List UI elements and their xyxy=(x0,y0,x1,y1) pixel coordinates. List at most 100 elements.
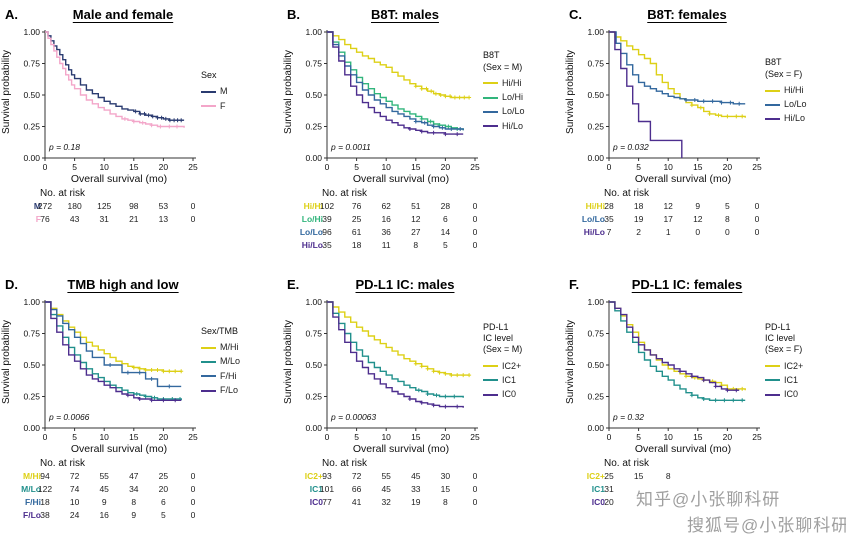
km-curve-lo-lo xyxy=(327,31,464,131)
risk-table-section: No. at risk M 272 180 125 98 53 0 F 76 43 31 21 13 0 xyxy=(0,188,282,234)
x-tick-label: 0 xyxy=(43,162,48,172)
y-tick-label: 0.25 xyxy=(305,392,322,402)
km-curve-ic2+ xyxy=(327,301,470,376)
risk-value: 55 xyxy=(99,471,109,481)
y-axis-label-text: Survival probability xyxy=(283,50,294,134)
censor-mark xyxy=(431,124,436,129)
censor-mark xyxy=(455,132,460,137)
legend-label: Hi/Hi xyxy=(502,77,522,88)
x-tick-label: 5 xyxy=(72,432,77,442)
legend-line-swatch xyxy=(765,118,780,120)
censor-mark xyxy=(684,374,688,379)
censor-mark xyxy=(179,369,184,374)
censor-mark xyxy=(698,105,703,110)
risk-table-title: No. at risk xyxy=(322,458,368,469)
censor-mark xyxy=(449,373,454,378)
censor-mark xyxy=(424,86,429,91)
p-value: p = 0.32 xyxy=(612,412,644,422)
y-tick-label: 0.75 xyxy=(305,59,322,69)
risk-value: 8 xyxy=(131,497,136,507)
risk-value: 12 xyxy=(663,201,673,211)
legend-item: Hi/Hi xyxy=(765,85,843,96)
panel-title: PD-L1 IC: males xyxy=(355,277,455,292)
x-axis-label: Overall survival (mo) xyxy=(635,173,731,185)
x-axis-label: Overall survival (mo) xyxy=(71,173,167,185)
censor-mark xyxy=(143,368,148,372)
risk-row-label: IC0 xyxy=(592,497,606,507)
panel-c: C. B8T: females Survival probability 0.00 0.… xyxy=(564,0,846,270)
censor-mark xyxy=(710,99,715,104)
censor-mark xyxy=(725,114,730,119)
y-tick-label: 0.00 xyxy=(23,153,40,163)
y-tick-label: 0.50 xyxy=(587,90,604,100)
risk-value: 41 xyxy=(352,497,362,507)
panel-header: E. PD-L1 IC: males xyxy=(282,277,564,298)
risk-value: 66 xyxy=(352,484,362,494)
risk-value: 27 xyxy=(411,227,421,237)
legend-title-line: (Sex = F) xyxy=(765,68,803,79)
legend-item: Lo/Hi xyxy=(483,92,561,103)
risk-value: 77 xyxy=(322,497,332,507)
risk-value: 9 xyxy=(102,497,107,507)
risk-value: 17 xyxy=(663,214,673,224)
risk-value: 39 xyxy=(322,214,332,224)
x-tick-label: 5 xyxy=(354,432,359,442)
risk-value: 25 xyxy=(159,471,169,481)
plot-row: Survival probability 0.00 0.25 0.50 0.75 1.00… xyxy=(0,298,282,456)
censor-mark xyxy=(142,111,147,116)
risk-value: 16 xyxy=(99,510,109,520)
risk-table-rows: M 272 180 125 98 53 0 F 76 43 31 21 13 0 xyxy=(13,199,282,234)
censor-mark xyxy=(452,394,457,399)
censor-mark xyxy=(734,388,739,393)
km-curve-m-lo xyxy=(45,301,182,401)
legend-item: M xyxy=(201,86,279,97)
legend: PD-L1 IC level (Sex = F) IC2+ IC1 IC0 xyxy=(763,298,843,456)
risk-value: 24 xyxy=(70,510,80,520)
risk-value: 25 xyxy=(352,214,362,224)
legend-title-line: (Sex = M) xyxy=(483,61,523,72)
y-tick-label: 1.00 xyxy=(23,28,40,37)
censor-mark xyxy=(138,111,143,116)
x-tick-label: 0 xyxy=(607,432,612,442)
risk-value: 35 xyxy=(604,214,614,224)
panel-a: A. Male and female Survival probability 0.0… xyxy=(0,0,282,270)
legend-label: IC0 xyxy=(784,389,799,399)
x-tick-label: 25 xyxy=(188,432,198,442)
legend-title-line: Sex xyxy=(201,70,217,81)
censor-mark xyxy=(734,114,739,119)
y-tick-label: 0.50 xyxy=(587,360,604,370)
x-tick-label: 20 xyxy=(723,432,733,442)
censor-mark xyxy=(158,124,163,129)
y-tick-label: 0.25 xyxy=(587,122,604,132)
y-tick-label: 0.75 xyxy=(23,59,40,69)
risk-value: 0 xyxy=(695,227,700,237)
p-value: p = 0.0011 xyxy=(330,142,371,152)
censor-mark xyxy=(713,398,718,403)
risk-value: 272 xyxy=(38,201,52,211)
legend-title-line: IC level xyxy=(765,333,796,343)
x-tick-label: 10 xyxy=(381,432,391,442)
censor-mark xyxy=(467,373,472,378)
x-axis-label: Overall survival (mo) xyxy=(353,173,449,185)
censor-mark xyxy=(425,392,430,396)
risk-value: 0 xyxy=(755,201,760,211)
censor-mark xyxy=(443,371,448,376)
legend-item: M/Lo xyxy=(201,356,279,367)
y-tick-label: 0.75 xyxy=(305,329,322,339)
plot-row: Survival probability 0.00 0.25 0.50 0.75 1.00… xyxy=(282,298,564,456)
x-tick-label: 15 xyxy=(693,432,703,442)
panel-letter: D. xyxy=(5,277,18,292)
risk-row-label: M/Hi xyxy=(23,471,41,481)
legend-item: M/Hi xyxy=(201,342,279,353)
risk-value: 8 xyxy=(725,214,730,224)
risk-table-rows: Hi/Hi 102 76 62 51 28 0 Lo/Hi 39 25 16 12 6 0 Lo/Lo 96 6… xyxy=(295,199,564,260)
y-tick-label: 0.75 xyxy=(587,59,604,69)
x-tick-label: 0 xyxy=(325,162,330,172)
censor-mark xyxy=(167,124,172,129)
risk-value: 15 xyxy=(634,471,644,481)
risk-value: 18 xyxy=(40,497,50,507)
p-value: p = 0.0066 xyxy=(48,412,90,422)
censor-mark xyxy=(131,119,136,124)
risk-value: 18 xyxy=(634,201,644,211)
